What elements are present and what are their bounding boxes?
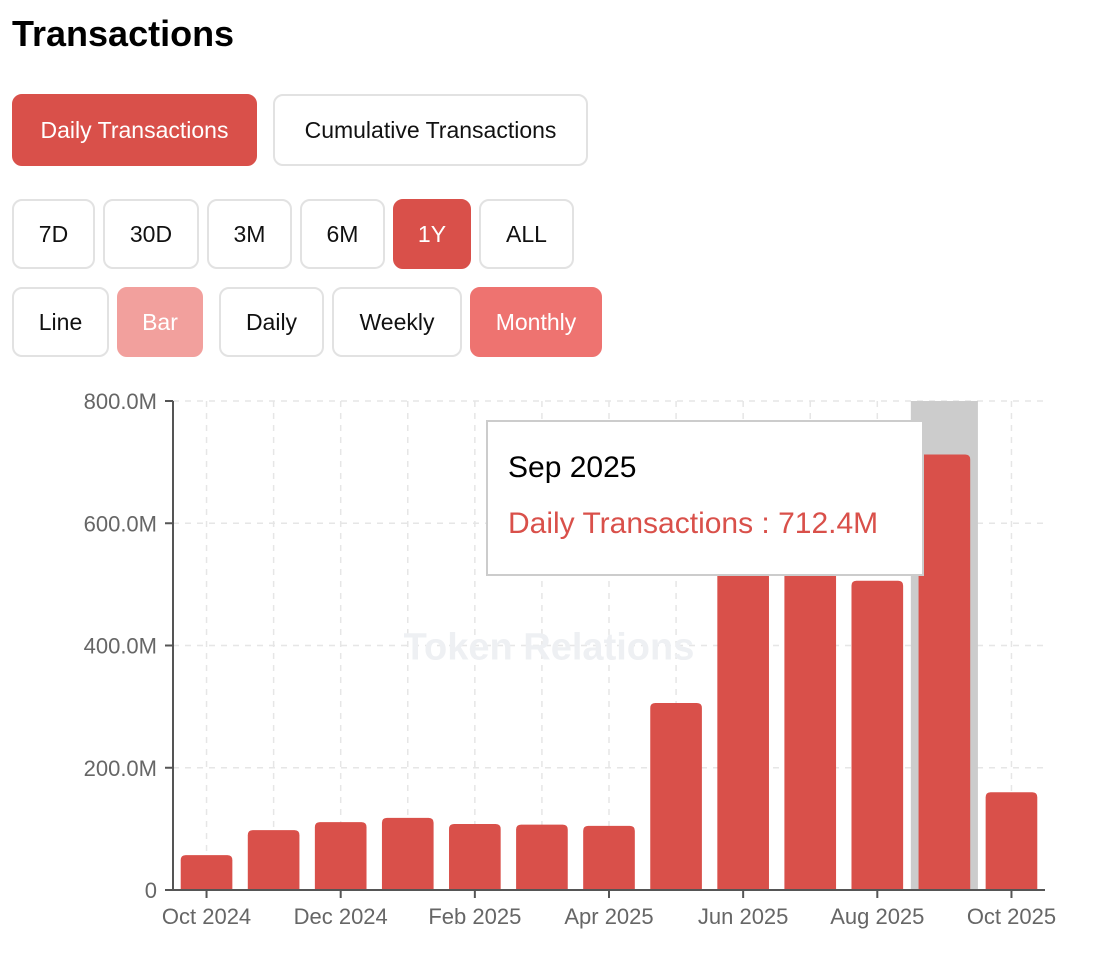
- interval-monthly-button[interactable]: Monthly: [470, 287, 602, 357]
- bar-nov-2024: [247, 830, 300, 890]
- bar-feb-2025: [449, 823, 501, 890]
- y-tick-label: 600.0M: [84, 511, 157, 536]
- range-6m-button[interactable]: 6M: [300, 199, 385, 269]
- interval-weekly-button[interactable]: Weekly: [332, 287, 462, 357]
- view-line-button[interactable]: Line: [12, 287, 109, 357]
- bar-may-2025: [650, 702, 702, 890]
- bar-dec-2024: [314, 822, 367, 890]
- view-bar-button[interactable]: Bar: [117, 287, 203, 357]
- bar-jan-2025: [381, 817, 434, 890]
- tooltip-label: Sep 2025: [508, 451, 637, 484]
- bar-sep-2025: [918, 454, 971, 890]
- watermark-text: Token Relations: [404, 627, 695, 669]
- range-3m-button[interactable]: 3M: [207, 199, 292, 269]
- range-all-button[interactable]: ALL: [479, 199, 574, 269]
- bar-oct-2024: [180, 855, 233, 890]
- y-tick-label: 800.0M: [84, 389, 157, 414]
- bar-aug-2025: [851, 580, 904, 890]
- bar-apr-2025: [583, 825, 635, 890]
- y-tick-label: 400.0M: [84, 634, 157, 659]
- x-tick-label: Jun 2025: [698, 904, 789, 929]
- daily-transactions-tab[interactable]: Daily Transactions: [12, 94, 257, 166]
- range-1y-button[interactable]: 1Y: [393, 199, 471, 269]
- interval-daily-button[interactable]: Daily: [219, 287, 324, 357]
- y-tick-label: 0: [145, 878, 157, 903]
- x-tick-label: Oct 2024: [162, 904, 251, 929]
- bar-jul-2025: [784, 535, 837, 890]
- bar-oct-2025: [985, 792, 1038, 890]
- x-tick-label: Apr 2025: [564, 904, 653, 929]
- x-tick-label: Aug 2025: [830, 904, 924, 929]
- x-tick-label: Feb 2025: [428, 904, 521, 929]
- chart-tooltip: Sep 2025 Daily Transactions : 712.4M: [486, 420, 924, 576]
- bar-jun-2025: [717, 547, 769, 890]
- bar-mar-2025: [516, 824, 568, 890]
- x-tick-label: Dec 2024: [294, 904, 388, 929]
- tooltip-value: Daily Transactions : 712.4M: [508, 507, 879, 540]
- page-title: Transactions: [12, 13, 235, 54]
- range-7d-button[interactable]: 7D: [12, 199, 95, 269]
- x-tick-label: Oct 2025: [967, 904, 1056, 929]
- cumulative-transactions-tab[interactable]: Cumulative Transactions: [273, 94, 588, 166]
- range-30d-button[interactable]: 30D: [103, 199, 199, 269]
- y-tick-label: 200.0M: [84, 756, 157, 781]
